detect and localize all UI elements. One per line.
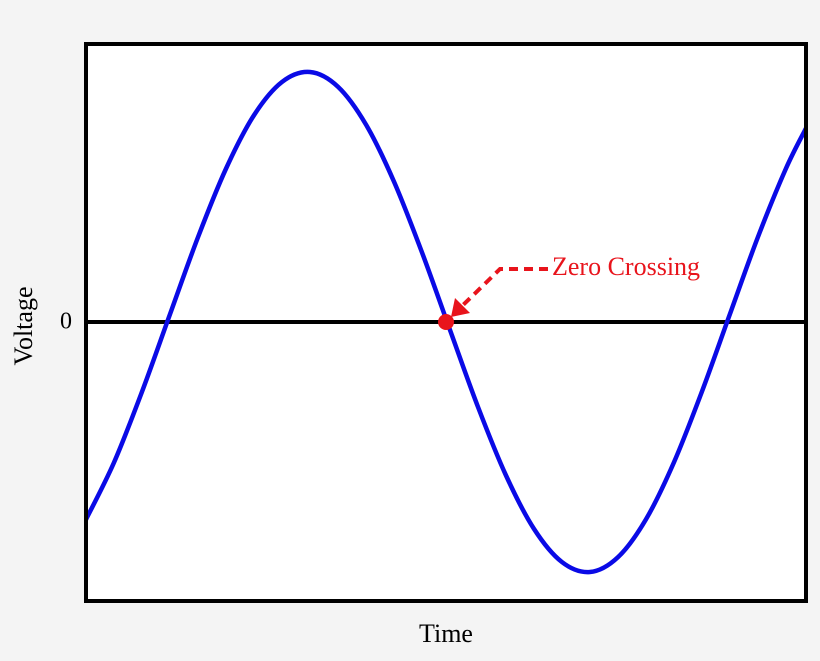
sine-line (86, 69, 806, 575)
y-tick-label: 0 (60, 309, 72, 335)
annotation-text: Zero Crossing (552, 252, 700, 281)
plot-frame (84, 42, 808, 603)
x-axis-label: Time (419, 619, 473, 648)
zero-crossing-point (438, 314, 454, 330)
annotation-arrow (458, 267, 548, 310)
plot-layer: 0 Zero Crossing (60, 69, 806, 575)
y-axis-label: Voltage (9, 287, 38, 366)
arrow-head (451, 298, 470, 317)
